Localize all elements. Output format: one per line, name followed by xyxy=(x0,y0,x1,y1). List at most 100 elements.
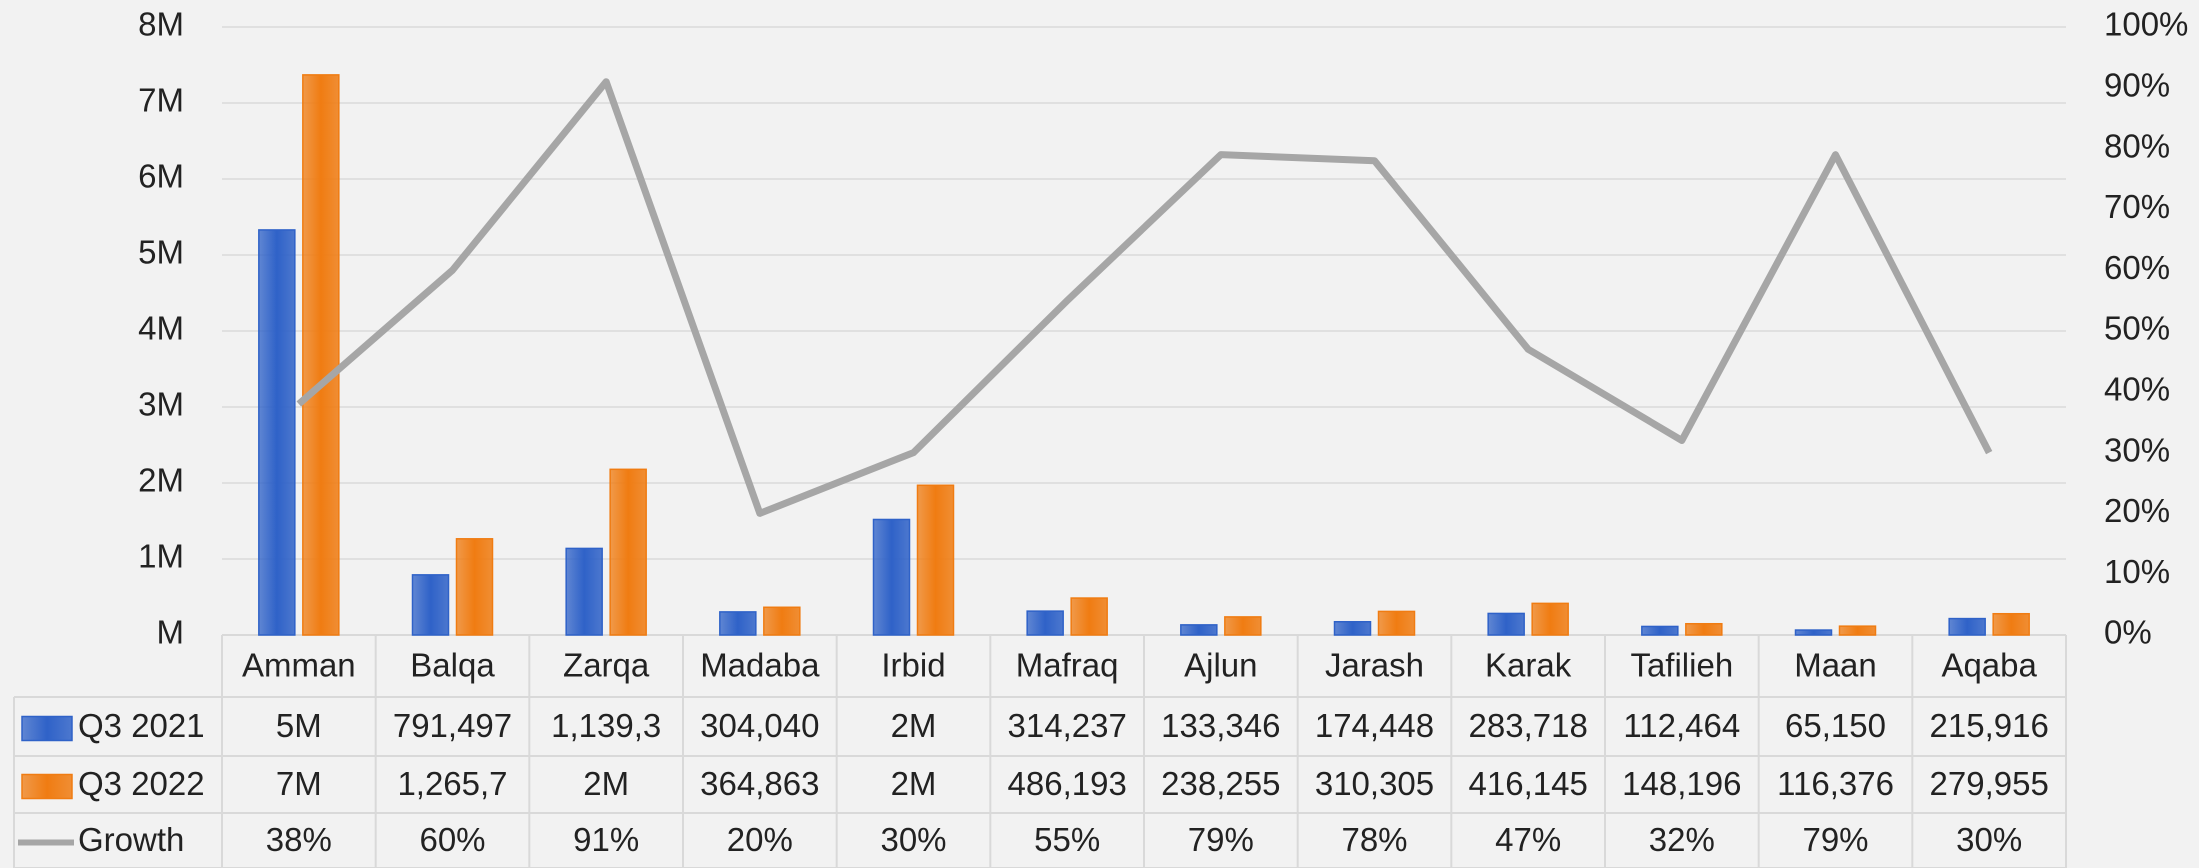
table-value: 38% xyxy=(266,821,332,858)
y2-tick-label: 70% xyxy=(2104,188,2170,225)
table-value: 486,193 xyxy=(1008,765,1127,802)
table-value: 2M xyxy=(583,765,629,802)
bar xyxy=(411,574,450,636)
table-value: 5M xyxy=(276,707,322,744)
bar xyxy=(1180,624,1218,636)
y-tick-label: 4M xyxy=(138,310,184,347)
y-tick-label: 8M xyxy=(138,6,184,43)
bar xyxy=(258,229,296,636)
x-tick-label: Madaba xyxy=(700,647,820,684)
bar xyxy=(455,538,494,636)
y2-tick-label: 100% xyxy=(2104,6,2188,43)
x-tick-label: Tafilieh xyxy=(1630,647,1733,684)
y2-tick-label: 40% xyxy=(2104,371,2170,408)
x-tick-label: Aqaba xyxy=(1941,647,2037,684)
table-value: 215,916 xyxy=(1930,707,2049,744)
bar xyxy=(1531,602,1569,636)
legend-label: Q3 2022 xyxy=(78,765,205,802)
y2-tick-label: 10% xyxy=(2104,553,2170,590)
table-value: 2M xyxy=(891,765,937,802)
table-value: 20% xyxy=(727,821,793,858)
table-value: 174,448 xyxy=(1315,707,1434,744)
y2-tick-label: 50% xyxy=(2104,310,2170,347)
bar xyxy=(609,468,647,636)
table-value: 32% xyxy=(1649,821,1715,858)
table-value: 55% xyxy=(1034,821,1100,858)
bar xyxy=(1641,625,1679,636)
y-tick-label: M xyxy=(157,614,185,651)
bar xyxy=(763,606,801,636)
bar xyxy=(1838,625,1877,636)
bar xyxy=(1333,620,1372,636)
bar xyxy=(916,484,955,636)
table-value: 1,139,3 xyxy=(551,707,661,744)
table-value: 304,040 xyxy=(700,707,819,744)
bar xyxy=(565,547,603,636)
bar xyxy=(1487,612,1525,636)
x-tick-label: Irbid xyxy=(881,647,945,684)
bar xyxy=(1026,610,1064,636)
legend-label: Q3 2021 xyxy=(78,707,205,744)
y-tick-label: 5M xyxy=(138,234,184,271)
y-tick-label: 1M xyxy=(138,538,184,575)
table-value: 133,346 xyxy=(1161,707,1280,744)
bar xyxy=(1794,629,1833,636)
x-tick-label: Amman xyxy=(242,647,356,684)
bar xyxy=(1685,622,1723,636)
bar xyxy=(872,518,911,636)
table-value: 279,955 xyxy=(1930,765,2049,802)
table-value: 60% xyxy=(419,821,485,858)
y2-tick-label: 20% xyxy=(2104,492,2170,529)
table-value: 112,464 xyxy=(1623,707,1740,744)
table-value: 1,265,7 xyxy=(397,765,507,802)
table-value: 314,237 xyxy=(1008,707,1127,744)
table-value: 2M xyxy=(891,707,937,744)
y-tick-label: 6M xyxy=(138,158,184,195)
bar xyxy=(302,74,340,636)
table-value: 65,150 xyxy=(1785,707,1886,744)
legend-key xyxy=(21,773,73,800)
y2-tick-label: 0% xyxy=(2104,614,2152,651)
table-value: 91% xyxy=(573,821,639,858)
bar xyxy=(1224,616,1262,636)
bar xyxy=(1377,610,1416,636)
y-tick-label: 3M xyxy=(138,386,184,423)
table-value: 310,305 xyxy=(1315,765,1434,802)
bar xyxy=(1948,617,1986,636)
x-tick-label: Ajlun xyxy=(1184,647,1257,684)
table-value: 79% xyxy=(1802,821,1868,858)
y2-tick-label: 80% xyxy=(2104,127,2170,164)
x-tick-label: Karak xyxy=(1485,647,1572,684)
y2-tick-label: 90% xyxy=(2104,67,2170,104)
table-value: 47% xyxy=(1495,821,1561,858)
bar xyxy=(1992,612,2030,636)
table-value: 364,863 xyxy=(700,765,819,802)
growth-line xyxy=(296,78,1993,517)
table-value: 116,376 xyxy=(1777,765,1894,802)
x-tick-label: Zarqa xyxy=(563,647,650,684)
table-value: 148,196 xyxy=(1622,765,1741,802)
y-tick-label: 7M xyxy=(138,82,184,119)
table-value: 78% xyxy=(1341,821,1407,858)
table-value: 79% xyxy=(1188,821,1254,858)
x-tick-label: Mafraq xyxy=(1016,647,1119,684)
legend-key xyxy=(21,715,73,742)
bar xyxy=(719,611,757,636)
table-value: 238,255 xyxy=(1161,765,1280,802)
y2-tick-label: 60% xyxy=(2104,249,2170,286)
y-tick-label: 2M xyxy=(138,462,184,499)
table-value: 7M xyxy=(276,765,322,802)
x-tick-label: Maan xyxy=(1794,647,1877,684)
table-value: 416,145 xyxy=(1469,765,1588,802)
table-value: 283,718 xyxy=(1469,707,1588,744)
x-tick-label: Jarash xyxy=(1325,647,1424,684)
table-value: 30% xyxy=(1956,821,2022,858)
bar xyxy=(1070,597,1108,636)
x-tick-label: Balqa xyxy=(410,647,495,684)
table-value: 791,497 xyxy=(393,707,512,744)
y2-tick-label: 30% xyxy=(2104,431,2170,468)
legend-label: Growth xyxy=(78,821,184,858)
